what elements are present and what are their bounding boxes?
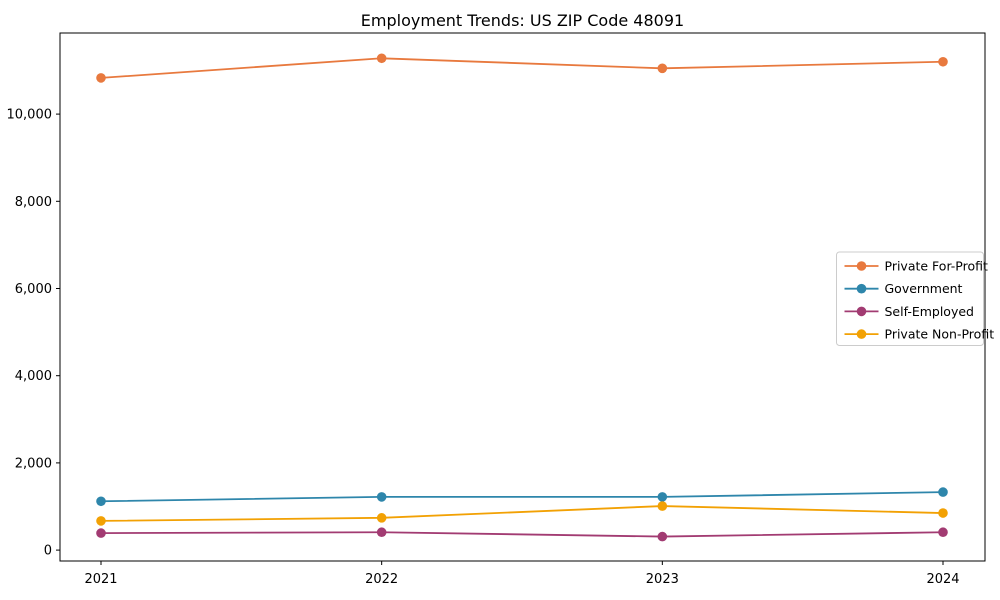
data-point-private-non-profit-2021 (96, 516, 106, 526)
data-point-private-non-profit-2024 (938, 508, 948, 518)
data-point-government-2022 (376, 492, 387, 502)
legend-item-private-non-profit: Private Non-Profit (844, 327, 995, 342)
series-private-for-profit (96, 53, 948, 83)
data-point-private-for-profit-2021 (96, 73, 106, 83)
legend-label-government: Government (885, 281, 963, 296)
series-private-non-profit (96, 501, 948, 526)
data-point-private-non-profit-2022 (376, 513, 387, 523)
legend-marker (856, 283, 867, 294)
legend-marker (856, 261, 867, 271)
legend-label-self-employed: Self-Employed (885, 304, 974, 319)
series-line-private-for-profit (100, 57, 944, 79)
plot-frame (59, 32, 986, 562)
data-point-self-employed-2021 (96, 528, 106, 538)
legend-item-self-employed: Self-Employed (844, 304, 974, 319)
series-line-private-non-profit (100, 505, 944, 522)
y-tick-label-6000: 6,000 (15, 282, 52, 297)
x-tick-label-2023: 2023 (646, 572, 679, 587)
x-tick-label-2021: 2021 (84, 572, 117, 587)
series-self-employed (96, 527, 948, 542)
y-tick-label-0: 0 (44, 544, 52, 559)
series-line-government (100, 491, 944, 503)
data-point-government-2024 (938, 487, 948, 497)
chart-title: Employment Trends: US ZIP Code 48091 (360, 11, 685, 30)
y-tick-label-10000: 10,000 (7, 108, 53, 123)
y-tick-label-4000: 4,000 (15, 369, 52, 384)
legend-label-private-non-profit: Private Non-Profit (885, 327, 995, 342)
data-point-self-employed-2022 (376, 527, 387, 538)
series-line-self-employed (100, 531, 944, 538)
data-point-self-employed-2023 (657, 531, 668, 542)
legend-marker (856, 329, 867, 339)
data-point-private-for-profit-2024 (938, 56, 948, 67)
series-government (96, 487, 948, 507)
y-tick-label-2000: 2,000 (15, 456, 52, 471)
data-point-private-non-profit-2023 (657, 501, 668, 511)
x-tick-label-2022: 2022 (365, 572, 398, 587)
data-point-government-2021 (96, 496, 106, 507)
x-tick-label-2024: 2024 (926, 572, 959, 587)
data-point-self-employed-2024 (938, 527, 948, 538)
y-tick-label-8000: 8,000 (15, 195, 52, 210)
legend-item-government: Government (844, 281, 963, 296)
legend-marker (856, 306, 867, 317)
legend-label-private-for-profit: Private For-Profit (885, 259, 988, 274)
data-point-government-2023 (657, 492, 668, 502)
data-point-private-for-profit-2022 (376, 53, 387, 64)
legend-box (836, 251, 984, 346)
data-point-private-for-profit-2023 (657, 63, 668, 74)
legend-item-private-for-profit: Private For-Profit (844, 259, 988, 274)
legend: Private For-Profit Government Self-Employe… (836, 251, 995, 346)
